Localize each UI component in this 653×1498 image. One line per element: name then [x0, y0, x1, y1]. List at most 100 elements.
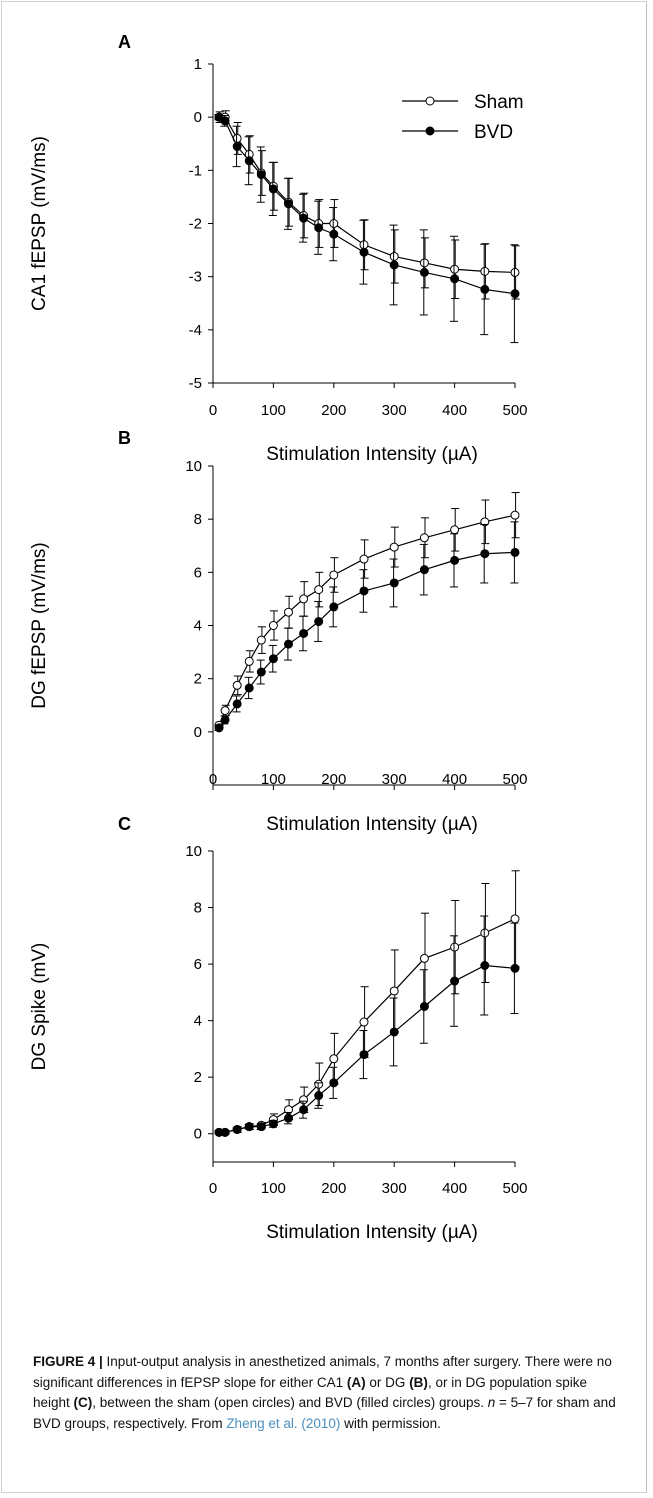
x-tick-label: 400	[442, 402, 467, 419]
data-point-bvd	[232, 141, 242, 151]
x-tick-label: 300	[382, 771, 407, 788]
series-line	[219, 116, 516, 274]
data-point-bvd	[214, 723, 224, 733]
caption-ref-b: (B)	[409, 1374, 428, 1390]
data-point-bvd	[284, 1113, 293, 1123]
data-point-bvd	[314, 617, 324, 627]
data-point-sham	[268, 621, 278, 630]
x-tick-label: 500	[502, 402, 527, 419]
data-point-bvd	[314, 1091, 324, 1101]
y-axis-title: DG Spike (mV)	[29, 943, 50, 1071]
data-point-sham	[419, 533, 429, 543]
data-point-bvd	[359, 247, 369, 257]
caption-text-1: Input-output analysis in anesthetized an…	[33, 1354, 612, 1390]
caption-text-6: with permission.	[340, 1415, 441, 1431]
x-tick-label: 200	[321, 402, 346, 419]
data-point-bvd	[220, 116, 230, 126]
chart-panel-a: A 1 0 -1 -2 -3 -4 -5 0 100 200 300 400 500 Stimulation…	[29, 32, 528, 465]
y-tick-label: -4	[189, 322, 202, 339]
data-point-bvd	[389, 578, 399, 588]
y-tick-label: 2	[194, 1069, 202, 1086]
x-tick-label: 500	[502, 771, 527, 788]
data-point-bvd	[284, 199, 293, 209]
y-tick-label: 6	[194, 956, 202, 973]
caption-ref-c: (C)	[73, 1395, 93, 1410]
legend-marker	[425, 96, 435, 106]
data-point-sham	[359, 240, 369, 250]
data-point-bvd	[480, 961, 490, 971]
data-point-bvd	[389, 1027, 399, 1037]
y-tick-label: 4	[194, 618, 202, 635]
y-axis-title: DG fEPSP (mV/ms)	[29, 542, 50, 708]
data-point-bvd	[284, 639, 293, 649]
y-tick-label: 10	[185, 843, 202, 860]
data-point-bvd	[510, 963, 520, 973]
data-point-sham	[389, 251, 399, 261]
data-point-bvd	[314, 223, 324, 233]
data-point-bvd	[256, 667, 266, 677]
x-tick-label: 500	[502, 1180, 527, 1197]
legend-label: BVD	[474, 122, 513, 143]
y-tick-label: -1	[189, 162, 202, 179]
caption-text-2: or DG	[365, 1374, 410, 1390]
data-point-bvd	[419, 565, 429, 575]
y-tick-label: 10	[185, 458, 202, 475]
citation-link[interactable]: Zheng et al. (2010)	[226, 1415, 341, 1431]
data-point-sham	[256, 635, 266, 645]
x-tick-label: 100	[261, 771, 286, 788]
data-point-sham	[450, 525, 460, 535]
caption-text-4: , between the sham (open circles) and BV…	[92, 1395, 488, 1410]
x-tick-label: 200	[321, 771, 346, 788]
y-tick-label: 6	[194, 564, 202, 581]
figure-caption: FIGURE 4 | Input-output analysis in anes…	[33, 1352, 618, 1434]
y-tick-label: 0	[194, 1126, 202, 1143]
caption-text-3: , or in DG population spike height	[33, 1374, 588, 1411]
data-point-sham	[510, 267, 520, 277]
y-tick-label: 1	[194, 56, 202, 73]
series-line	[218, 116, 516, 295]
data-point-sham	[314, 1079, 324, 1089]
y-tick-label: 0	[194, 109, 202, 126]
data-point-bvd	[480, 284, 490, 294]
data-point-bvd	[389, 260, 399, 270]
data-point-sham	[419, 258, 429, 268]
x-axis-title: Stimulation Intensity (µA)	[266, 1222, 478, 1243]
x-tick-label: 100	[261, 1180, 286, 1197]
data-point-sham	[220, 706, 230, 716]
series-sham	[214, 870, 520, 1137]
figure-charts: A10-1-2-3-4-50 100 200 300 400 500Stimulation…	[29, 32, 528, 1243]
series-line	[219, 918, 516, 1133]
panel-label: B	[118, 428, 131, 448]
caption-n-variable: n	[487, 1395, 496, 1410]
series-bvd	[214, 521, 520, 733]
y-tick-label: -3	[189, 269, 202, 286]
data-point-bvd	[256, 170, 266, 180]
data-point-sham	[284, 607, 293, 617]
series-bvd	[214, 915, 520, 1137]
y-tick-label: 4	[194, 1013, 202, 1030]
data-point-sham	[299, 594, 309, 604]
caption-text-5: = 5–7 for sham and BVD groups, respectiv…	[33, 1395, 616, 1431]
data-point-sham	[480, 266, 490, 276]
data-point-sham	[359, 1017, 369, 1027]
data-point-bvd	[450, 555, 460, 565]
data-point-sham	[314, 585, 324, 595]
data-point-bvd	[299, 628, 309, 638]
data-point-sham	[232, 680, 242, 690]
data-point-sham	[244, 656, 254, 666]
caption-ref-a: (A)	[346, 1374, 366, 1390]
data-point-bvd	[329, 602, 339, 612]
data-point-bvd	[232, 699, 242, 709]
x-tick-label: 300	[382, 402, 407, 419]
data-point-sham	[389, 542, 399, 552]
series-bvd	[214, 112, 520, 344]
x-tick-label: 0	[209, 1180, 217, 1197]
data-point-sham	[329, 1054, 339, 1064]
data-point-bvd	[232, 1124, 242, 1134]
x-tick-label: 400	[442, 1180, 467, 1197]
y-tick-label: 0	[194, 724, 202, 741]
data-point-sham	[359, 554, 369, 564]
data-point-bvd	[450, 976, 460, 986]
